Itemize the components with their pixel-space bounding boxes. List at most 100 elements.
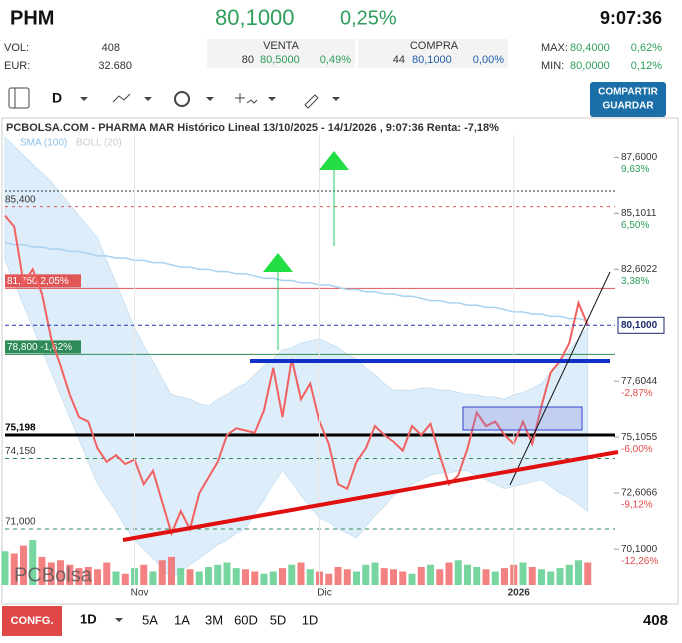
max-pct: 0,62% bbox=[631, 42, 662, 54]
volume-bar bbox=[371, 562, 379, 585]
min-label: MIN: bbox=[541, 60, 564, 72]
volume-bar bbox=[547, 571, 555, 585]
config-label: CONFG. bbox=[11, 615, 54, 627]
max: 80,4000 bbox=[570, 42, 610, 54]
volume-bar bbox=[297, 562, 305, 585]
change: 0,25% bbox=[340, 7, 397, 29]
arrow-head bbox=[319, 151, 349, 170]
range-button[interactable]: 3M bbox=[205, 612, 223, 627]
y-tick-label: 70,1000 bbox=[621, 544, 658, 555]
compra-pct: 0,00% bbox=[473, 54, 504, 66]
interval[interactable]: 1D bbox=[80, 611, 97, 626]
level-label-box bbox=[5, 340, 81, 354]
volume-bar bbox=[343, 569, 351, 585]
volume-bar bbox=[232, 568, 240, 585]
level-label: 85,400 bbox=[5, 194, 36, 205]
volume-bar bbox=[519, 562, 527, 585]
volume-bar bbox=[454, 560, 462, 585]
volume-bar bbox=[103, 562, 111, 585]
venta-box bbox=[207, 39, 355, 68]
eur-label: EUR: bbox=[4, 60, 30, 72]
volume-bar bbox=[75, 568, 83, 585]
last-price-label: 80,1000 bbox=[621, 320, 658, 331]
chart-title: PCBOLSA.COM - PHARMA MAR Histórico Linea… bbox=[6, 122, 499, 134]
volume-bar bbox=[445, 562, 453, 585]
dropdown-arrow[interactable] bbox=[268, 97, 276, 101]
volume-bar bbox=[223, 562, 231, 585]
y-tick-label: 85,1011 bbox=[621, 208, 657, 219]
y-tick-label: 82,6022 bbox=[621, 264, 658, 275]
range-button[interactable]: 1D bbox=[302, 612, 319, 627]
volume-bar bbox=[112, 571, 120, 585]
volume-bar bbox=[575, 560, 582, 585]
volume-bar bbox=[288, 564, 296, 585]
y-tick-sub: 3,38% bbox=[621, 276, 649, 287]
volume-bar bbox=[29, 540, 37, 585]
volume-bar bbox=[66, 564, 74, 585]
period[interactable]: D bbox=[52, 90, 62, 106]
range-button[interactable]: 1A bbox=[174, 612, 190, 627]
max-label: MAX: bbox=[541, 42, 568, 54]
y-tick-label: 75,1055 bbox=[621, 432, 658, 443]
indicator-icon[interactable] bbox=[235, 93, 258, 104]
volume-bar bbox=[399, 571, 407, 585]
dropdown-arrow[interactable] bbox=[80, 97, 88, 101]
volume-bar bbox=[491, 571, 499, 585]
volume-bar bbox=[528, 567, 536, 585]
config-button[interactable] bbox=[2, 606, 62, 636]
x-tick-label: Dic bbox=[317, 588, 331, 599]
price-line bbox=[4, 214, 589, 537]
y-tick-label: 77,6044 bbox=[621, 376, 658, 387]
venta-pct: 0,49% bbox=[320, 54, 351, 66]
legend-boll: BOLL (20) bbox=[76, 138, 122, 149]
volume-bar bbox=[84, 567, 92, 585]
volume-bar bbox=[57, 560, 64, 585]
volume-bar bbox=[47, 562, 55, 585]
range-button[interactable]: 5A bbox=[142, 612, 158, 627]
drawn-rect bbox=[462, 406, 583, 431]
range-button[interactable]: 5D bbox=[270, 612, 287, 627]
footer-volume: 408 bbox=[643, 612, 668, 629]
volume-bar bbox=[242, 569, 249, 585]
draw-icon[interactable] bbox=[304, 94, 319, 109]
save-label: GUARDAR bbox=[602, 101, 654, 112]
eur: 32.680 bbox=[98, 60, 132, 72]
volume-bar bbox=[260, 573, 268, 585]
min: 80,0000 bbox=[570, 60, 610, 72]
save-button[interactable] bbox=[590, 82, 666, 117]
dropdown-arrow[interactable] bbox=[206, 97, 214, 101]
volume-bar bbox=[584, 562, 592, 585]
dropdown-arrow[interactable] bbox=[144, 97, 152, 101]
x-tick-label: Nov bbox=[131, 588, 149, 599]
level-label: 78,800 -1,62% bbox=[7, 342, 72, 353]
sidebar-button[interactable] bbox=[8, 87, 30, 109]
volume-bar bbox=[436, 569, 444, 585]
range-button[interactable]: 60D bbox=[234, 612, 258, 627]
dropdown-arrow[interactable] bbox=[332, 97, 340, 101]
volume-bar bbox=[214, 564, 222, 585]
level-label: 74,150 bbox=[5, 446, 36, 457]
volume-bar bbox=[325, 573, 333, 585]
volume-bar bbox=[140, 564, 148, 585]
volume-bar bbox=[94, 569, 101, 585]
symbol: PHM bbox=[10, 7, 54, 29]
volume-bar bbox=[380, 568, 388, 585]
settings-icon[interactable] bbox=[174, 91, 190, 107]
volume-bar bbox=[390, 569, 397, 585]
volume-bar bbox=[473, 567, 481, 585]
volume-bar bbox=[279, 568, 286, 585]
y-tick-label: 72,6066 bbox=[621, 488, 658, 499]
watermark: PCBolsa bbox=[14, 564, 93, 586]
volume-bar bbox=[38, 556, 46, 585]
compra-box bbox=[358, 39, 508, 68]
dropdown-arrow[interactable] bbox=[115, 618, 123, 622]
volume-bar bbox=[427, 564, 434, 585]
vol: 408 bbox=[102, 42, 120, 54]
volume-bar bbox=[251, 571, 259, 585]
volume-bar bbox=[306, 569, 314, 585]
legend-sma: SMA (100) bbox=[20, 138, 67, 149]
arrow-head bbox=[263, 253, 293, 272]
compra-qty: 44 bbox=[393, 54, 405, 66]
level-label: 75,198 bbox=[5, 423, 36, 434]
chart-type-icon[interactable] bbox=[112, 93, 131, 103]
